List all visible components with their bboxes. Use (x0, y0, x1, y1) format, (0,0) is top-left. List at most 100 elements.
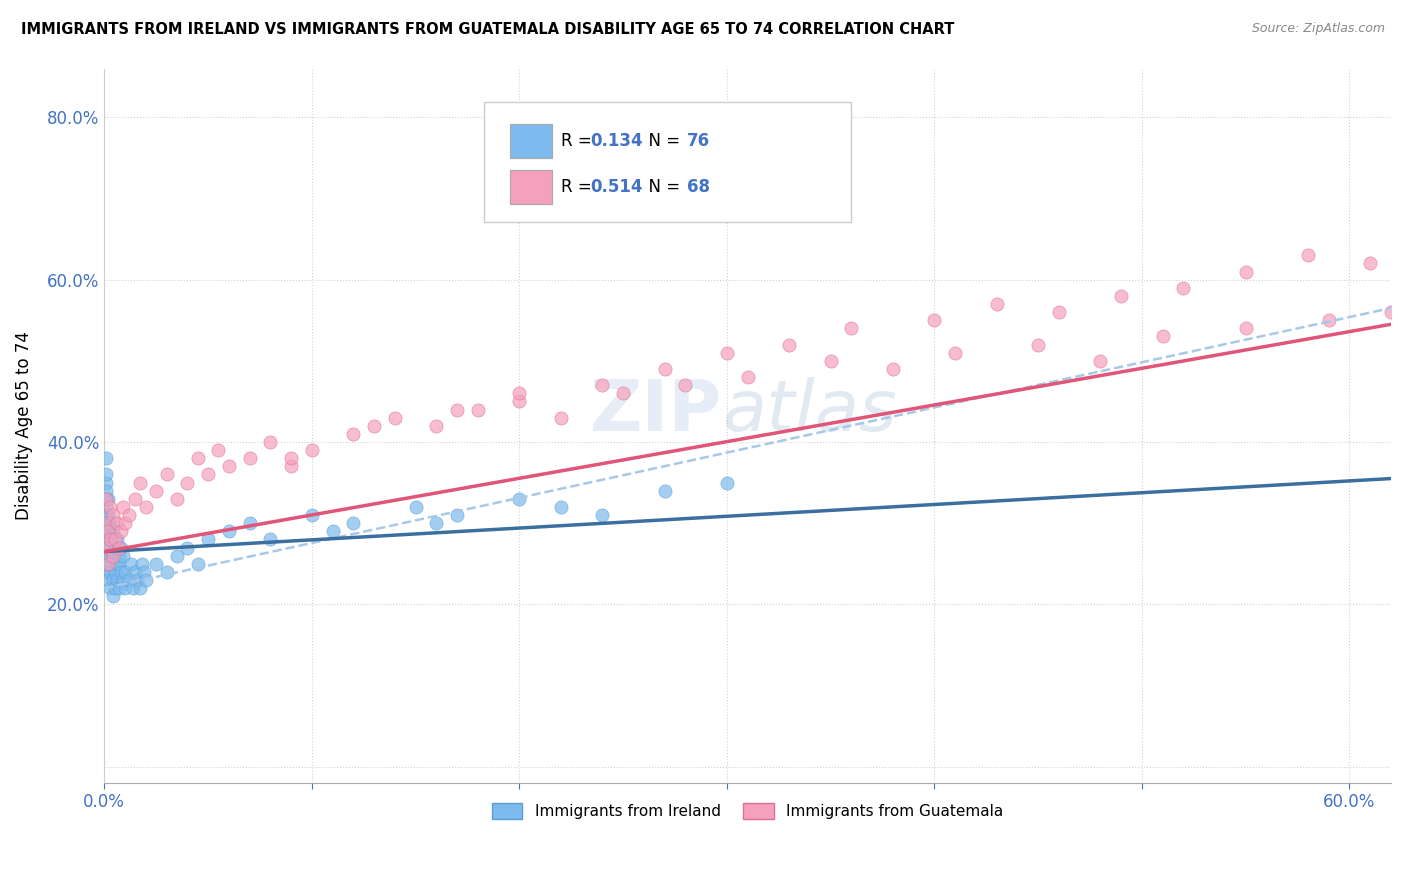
Point (342, 426, 364, 441)
Point (105, 516, 128, 531)
Point (1047, 305, 1070, 319)
Point (820, 354, 842, 368)
Point (97, 516, 120, 531)
Point (550, 410, 572, 425)
Point (176, 541, 198, 555)
Point (654, 362, 676, 376)
Point (145, 557, 167, 571)
Text: Source: ZipAtlas.com: Source: ZipAtlas.com (1251, 22, 1385, 36)
Point (1360, 256, 1382, 270)
Point (100, 500, 122, 514)
Point (187, 557, 209, 571)
Legend: Immigrants from Ireland, Immigrants from Guatemala: Immigrants from Ireland, Immigrants from… (485, 797, 1010, 825)
Point (128, 581, 150, 595)
Point (197, 533, 219, 547)
Point (97, 524, 120, 539)
Point (425, 418, 447, 433)
Point (97, 533, 120, 547)
Point (104, 533, 127, 547)
Point (114, 581, 136, 595)
Point (101, 508, 124, 522)
Point (111, 549, 134, 563)
Point (1173, 281, 1195, 295)
Point (97, 524, 120, 539)
Point (97, 491, 120, 506)
Point (135, 573, 157, 587)
Point (96, 533, 118, 547)
Point (259, 435, 281, 450)
Point (259, 533, 281, 547)
Point (673, 378, 696, 392)
Point (107, 581, 129, 595)
Point (654, 483, 676, 498)
Point (924, 313, 946, 327)
Point (96, 508, 118, 522)
Point (107, 549, 129, 563)
Point (384, 410, 406, 425)
Point (943, 345, 966, 359)
Point (301, 508, 323, 522)
Text: 0.514: 0.514 (591, 178, 643, 196)
Point (280, 459, 302, 474)
Point (100, 533, 122, 547)
Point (1379, 305, 1402, 319)
Point (107, 541, 129, 555)
Point (114, 565, 136, 579)
Point (111, 573, 134, 587)
Point (97, 541, 120, 555)
Point (101, 549, 124, 563)
FancyBboxPatch shape (509, 170, 553, 204)
Point (467, 402, 489, 417)
Point (124, 565, 146, 579)
Point (96, 500, 118, 514)
Point (107, 557, 129, 571)
FancyBboxPatch shape (509, 123, 553, 158)
Point (101, 589, 124, 603)
Point (155, 467, 177, 482)
Point (96, 483, 118, 498)
Point (508, 491, 530, 506)
Point (1234, 321, 1257, 335)
Point (425, 516, 447, 531)
Point (110, 565, 132, 579)
Point (101, 573, 124, 587)
Point (104, 581, 127, 595)
Point (96, 467, 118, 482)
Point (986, 297, 1008, 311)
Point (127, 573, 149, 587)
Point (446, 508, 468, 522)
Point (96, 541, 118, 555)
Point (841, 321, 863, 335)
Point (105, 533, 128, 547)
Point (591, 378, 613, 392)
Point (96, 516, 118, 531)
Point (207, 443, 229, 458)
Point (97, 557, 120, 571)
Point (145, 483, 167, 498)
Text: N =: N = (638, 178, 686, 196)
Text: IMMIGRANTS FROM IRELAND VS IMMIGRANTS FROM GUATEMALA DISABILITY AGE 65 TO 74 COR: IMMIGRANTS FROM IRELAND VS IMMIGRANTS FR… (21, 22, 955, 37)
Point (187, 451, 209, 466)
Point (111, 500, 134, 514)
Text: 76: 76 (688, 132, 710, 150)
Point (363, 418, 385, 433)
Point (100, 565, 122, 579)
Point (238, 451, 260, 466)
Point (166, 491, 188, 506)
Point (100, 581, 122, 595)
Point (882, 362, 904, 376)
Point (1152, 329, 1174, 343)
Point (131, 557, 153, 571)
Point (218, 459, 240, 474)
Point (96, 475, 118, 490)
Point (105, 573, 128, 587)
Point (96, 516, 118, 531)
Point (100, 557, 122, 571)
Point (550, 500, 572, 514)
Point (132, 565, 155, 579)
Point (96, 451, 118, 466)
Point (301, 443, 323, 458)
Point (97, 508, 120, 522)
Text: N =: N = (638, 132, 686, 150)
Point (238, 516, 260, 531)
